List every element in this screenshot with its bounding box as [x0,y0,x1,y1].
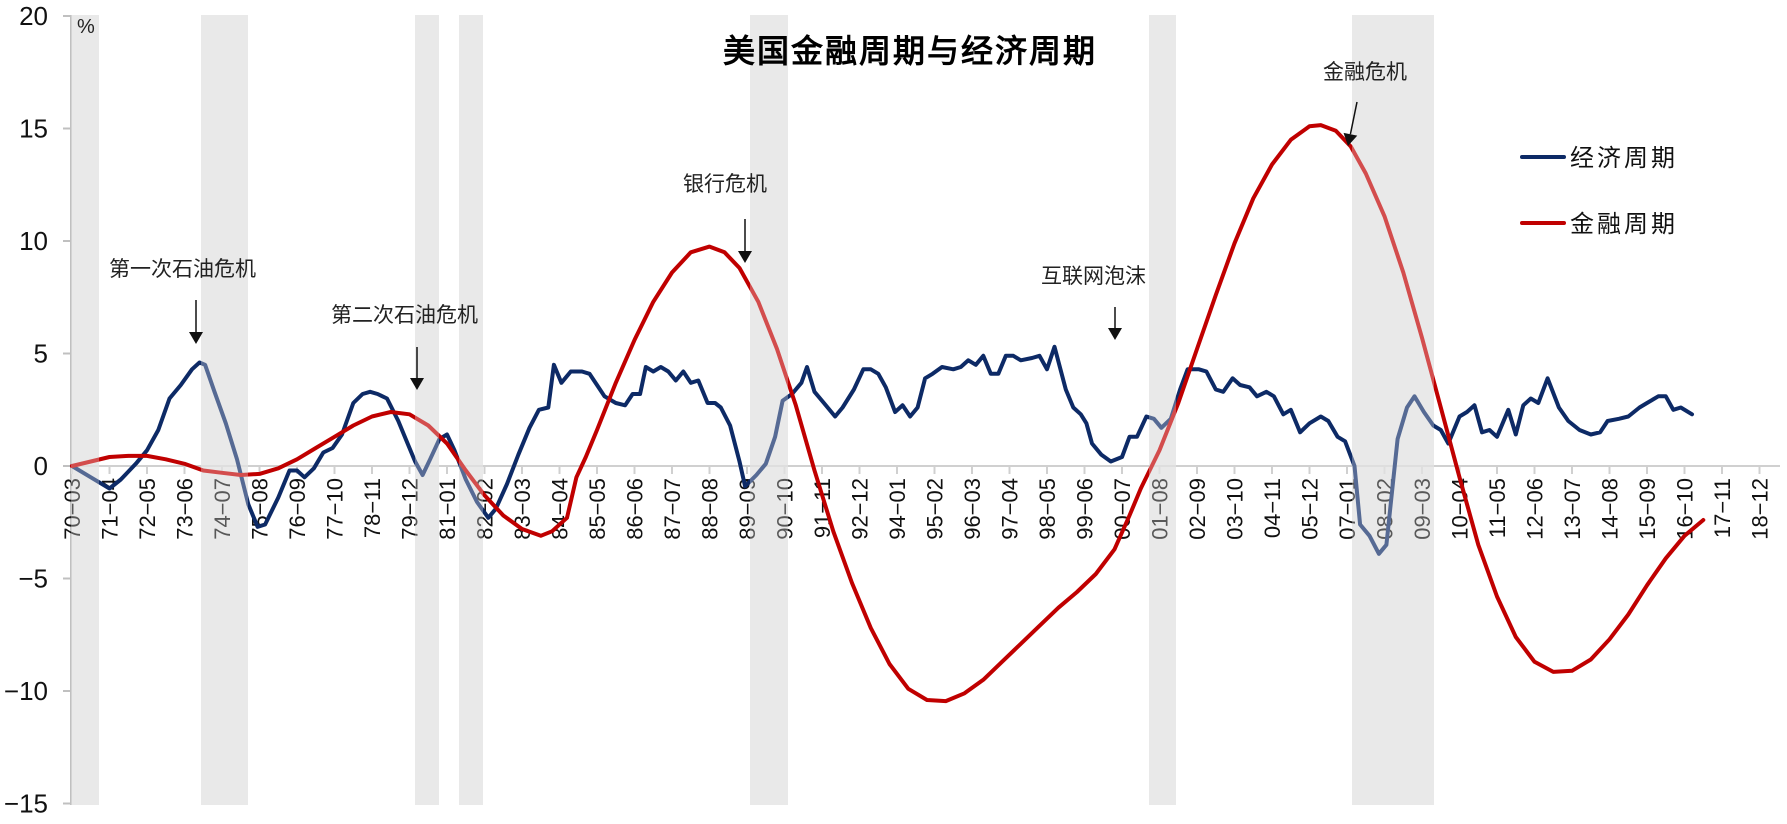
arrowhead-icon [1343,132,1358,146]
x-tick-label: 14−08 [1598,478,1623,540]
x-tick-label: 70−03 [60,478,85,540]
x-tick-label: 01−08 [1148,478,1173,540]
recession-band [459,15,483,805]
x-tick-label: 18−12 [1748,478,1773,540]
recession-band-overlay [750,15,788,805]
x-tick-label: 03−10 [1223,478,1248,540]
x-tick-label: 78−11 [360,478,385,538]
x-tick-label: 97−04 [998,478,1023,540]
recession-band-overlay [415,15,439,805]
y-tick-label: 20 [19,1,48,31]
x-tick-label: 74−07 [210,478,235,540]
recession-band-overlay [201,15,248,805]
annotation-arrow [1349,101,1358,135]
x-tick-label: 77−10 [323,478,348,540]
y-unit-label: % [77,16,95,38]
x-tick-label: 81−01 [435,478,460,540]
legend-label: 经济周期 [1570,144,1678,172]
y-tick-label: 0 [34,451,48,481]
series-lines [70,123,1706,704]
annotation-label: 互联网泡沫 [1041,265,1146,288]
x-tick-label: 13−07 [1560,478,1585,540]
arrowhead-icon [738,251,752,263]
recession-band-overlay [71,15,1434,805]
x-tick-label: 86−06 [623,478,648,540]
x-tick-label: 87−07 [660,478,685,540]
x-tick-label: 04−11 [1260,478,1285,538]
x-tick-label: 76−09 [285,478,310,540]
y-tick-label: −10 [4,676,48,706]
x-tick-label: 98−05 [1035,478,1060,540]
economic-cycle-line [70,344,1694,556]
x-tick-label: 11−05 [1485,478,1510,538]
x-tick-label: 92−12 [848,478,873,540]
x-tick-label: 12−06 [1523,478,1548,540]
annotation-label: 第二次石油危机 [331,304,478,327]
x-tick-label: 89−09 [735,478,760,540]
arrowhead-icon [189,332,203,344]
x-tick-label: 02−09 [1185,478,1210,540]
x-tick-label: 05−12 [1298,478,1323,540]
arrowhead-icon [410,378,424,390]
y-tick-label: 15 [19,114,48,144]
y-tick-label: 10 [19,226,48,256]
recession-band [415,15,439,805]
x-tick-label: 85−05 [585,478,610,540]
x-tick-label: 72−05 [135,478,160,540]
annotation-label: 金融危机 [1323,61,1407,84]
recession-band-overlay [71,15,99,805]
x-tick-label: 96−03 [960,478,985,540]
recession-band [71,15,99,805]
legend-label: 金融周期 [1570,210,1678,238]
recession-band-overlay [1352,15,1434,805]
x-tick-label: 90−10 [773,478,798,540]
x-tick-label: 09−03 [1410,478,1435,540]
x-tick-label: 95−02 [923,478,948,540]
x-tick-label: 99−06 [1073,478,1098,540]
annotation-label: 第一次石油危机 [109,258,256,281]
recession-band-overlay [459,15,483,805]
y-ticks: −15 −10 −5 0 5 10 15 20 [4,1,71,819]
financial-cycle-line [70,123,1706,704]
x-ticks: 70−03 71−04 72−05 73−06 74−07 75−08 76−09 77−10… [60,466,1773,540]
arrowhead-icon [1108,328,1122,340]
y-tick-label: −15 [4,789,48,819]
x-tick-label: 94−01 [885,478,910,540]
recession-band-overlay [1149,15,1176,805]
recession-band [1352,15,1434,805]
x-tick-label: 73−06 [173,478,198,540]
x-tick-label: 88−08 [698,478,723,540]
x-tick-label: 15−09 [1635,478,1660,540]
x-tick-label: 17−11 [1710,478,1735,538]
y-tick-label: −5 [18,564,48,594]
y-tick-label: 5 [34,339,48,369]
chart-title: 美国金融周期与经济周期 [723,32,1097,70]
recession-band [201,15,248,805]
x-tick-label: 79−12 [398,478,423,540]
annotation-label: 银行危机 [683,173,767,196]
